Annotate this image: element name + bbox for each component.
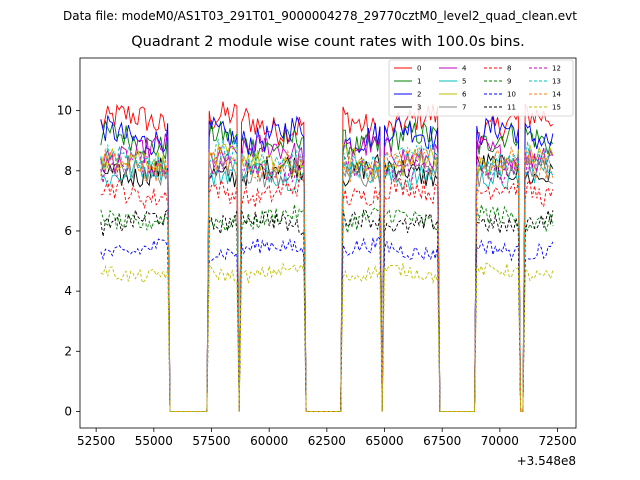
legend-label: 10 (507, 91, 516, 99)
y-tick-label: 4 (64, 284, 72, 298)
axis-ticks: 52500 55000 57500 60000 62500 65000 67500 70000… (57, 104, 577, 448)
y-tick-label: 2 (64, 344, 72, 358)
legend-label: 11 (507, 104, 516, 112)
x-tick-label: 55000 (135, 434, 173, 448)
series-layer (100, 101, 554, 412)
series-line-15 (100, 262, 554, 412)
x-tick-label: 65000 (365, 434, 403, 448)
series-line-14 (100, 146, 554, 412)
x-tick-label: 70000 (481, 434, 519, 448)
plot-area-frame (79, 57, 577, 429)
legend-box (388, 59, 574, 117)
legend-label: 4 (462, 65, 467, 73)
y-tick-label: 10 (57, 104, 72, 118)
x-tick-label: 72500 (538, 434, 576, 448)
data-file-label: Data file: modeM0/AS1T03_291T01_90000042… (63, 9, 577, 23)
legend-label: 15 (552, 104, 561, 112)
legend-label: 3 (417, 104, 421, 112)
legend-label: 14 (552, 91, 561, 99)
legend-label: 7 (462, 104, 466, 112)
legend-label: 0 (417, 65, 421, 73)
series-line-8 (100, 175, 554, 412)
legend-label: 13 (552, 78, 561, 86)
x-tick-label: 62500 (308, 434, 346, 448)
x-tick-label: 67500 (423, 434, 461, 448)
x-axis-offset-label: +3.548e8 (517, 454, 576, 468)
x-tick-label: 52500 (77, 434, 115, 448)
x-tick-label: 57500 (192, 434, 230, 448)
legend-label: 1 (417, 78, 421, 86)
legend-label: 9 (507, 78, 511, 86)
legend-label: 2 (417, 91, 421, 99)
y-tick-label: 8 (64, 164, 72, 178)
x-tick-label: 60000 (250, 434, 288, 448)
legend-label: 6 (462, 91, 467, 99)
y-tick-label: 6 (64, 224, 72, 238)
legend-label: 12 (552, 65, 561, 73)
y-tick-label: 0 (64, 404, 72, 418)
chart-title: Quadrant 2 module wise count rates with … (131, 34, 525, 50)
legend-label: 5 (462, 78, 466, 86)
legend-label: 8 (507, 65, 511, 73)
